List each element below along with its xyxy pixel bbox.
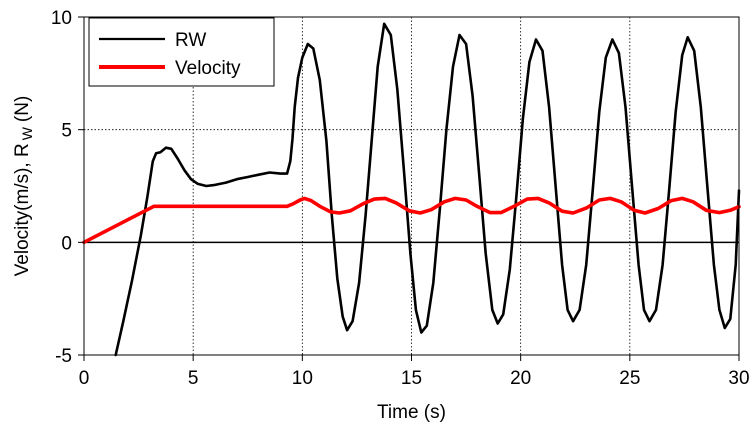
y-axis-label-sub: W	[19, 126, 35, 140]
legend-box	[88, 17, 275, 87]
legend-label-rw: RW	[175, 30, 206, 51]
series-line-rw	[114, 22, 741, 357]
x-tick-label: 5	[188, 368, 199, 389]
legend-label-velocity: Velocity	[175, 58, 241, 79]
x-tick-label: 15	[401, 368, 422, 389]
y-tick-label: 5	[61, 121, 72, 142]
y-tick-label: 0	[61, 233, 72, 254]
y-axis-label: Velocity(m/s), R W (N)	[12, 96, 35, 277]
legend: RW Velocity	[88, 17, 275, 87]
y-axis-label-tail: (N)	[12, 96, 33, 122]
x-tick-label: 0	[79, 368, 90, 389]
series-line-velocity	[82, 196, 741, 245]
x-tick-label: 10	[292, 368, 313, 389]
x-tick-label: 20	[510, 368, 531, 389]
y-axis-label-main: Velocity(m/s), R	[12, 143, 33, 276]
ticks: 0 5 10 15 20 25 30 -5 0 5 10	[51, 8, 750, 389]
y-tick-label: 10	[51, 8, 72, 29]
series-layer	[82, 22, 741, 357]
x-tick-label: 30	[728, 368, 749, 389]
y-tick-label: -5	[55, 346, 72, 367]
x-tick-label: 25	[619, 368, 640, 389]
x-axis-label: Time (s)	[377, 402, 446, 423]
